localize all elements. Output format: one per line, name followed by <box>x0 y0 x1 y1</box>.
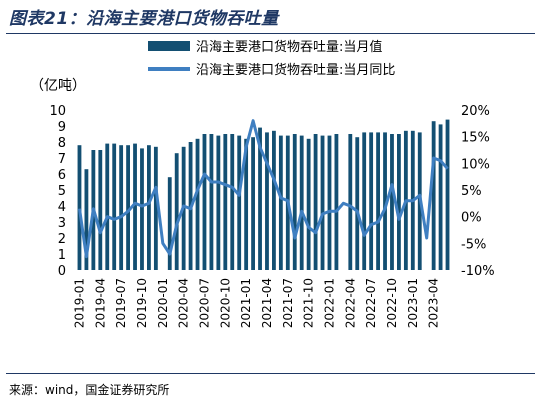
bar-2021-12 <box>320 135 325 270</box>
x-tick-label: 2020-01 <box>156 278 170 328</box>
y-right-tick-label: 5% <box>461 184 482 199</box>
bar-2021-03 <box>258 127 262 270</box>
x-tick-label: 2021-07 <box>281 278 295 328</box>
bar-2019-10 <box>140 148 144 270</box>
x-tick-label: 2022-01 <box>322 278 336 328</box>
legend-bar-swatch <box>148 40 190 51</box>
y-left-tick-label: 3 <box>58 216 66 231</box>
bar-2019-02 <box>84 169 89 270</box>
bar-2019-09 <box>133 143 137 270</box>
y-left-tick-label: 8 <box>58 136 66 151</box>
bar-2022-07 <box>369 132 374 270</box>
bar-2022-04 <box>348 134 353 270</box>
bar-2021-10 <box>306 138 311 270</box>
x-tick-label: 2019-04 <box>93 278 107 328</box>
x-ticks: 2019-01 2019-04 2019-07 2019-10 2020-01 2020-… <box>72 278 440 328</box>
bar-2020-12 <box>237 135 242 270</box>
bar-2019-05 <box>105 143 110 270</box>
y-right-tick-label: -5% <box>461 237 486 252</box>
bar-2022-10 <box>390 134 394 270</box>
y-left-tick-label: 5 <box>58 184 66 199</box>
title-rule <box>6 33 535 34</box>
source-note: 来源：wind，国金证券研究所 <box>9 383 170 397</box>
bar-2021-11 <box>313 134 318 270</box>
line-layer <box>78 119 449 259</box>
bar-2019-01 <box>77 145 82 270</box>
x-tick-label: 2022-07 <box>364 278 378 328</box>
legend-line-swatch <box>148 66 190 71</box>
x-tick-label: 2023-04 <box>427 278 441 328</box>
y-left-tick-label: 1 <box>58 248 66 263</box>
bar-2022-06 <box>362 132 367 270</box>
bar-2020-03 <box>174 153 179 270</box>
x-tick-label: 2021-10 <box>302 278 316 328</box>
y-right-tick-label: -10% <box>461 264 495 279</box>
bar-2020-06 <box>195 138 200 270</box>
x-tick-label: 2023-01 <box>406 278 420 328</box>
y-left-tick-label: 9 <box>58 120 66 135</box>
bar-2019-06 <box>112 143 117 270</box>
bar-2021-08 <box>292 134 297 270</box>
right-ticks: 20% 15% 10% 5% 0% -5% -10% <box>461 104 495 279</box>
y-left-unit-label: （亿吨） <box>30 78 86 94</box>
x-tick-label: 2019-01 <box>72 278 86 328</box>
legend-item-line: 沿海主要港口货物吞吐量:当月同比 <box>148 59 395 78</box>
legend-bar-label: 沿海主要港口货物吞吐量:当月值 <box>196 40 383 55</box>
bar-2019-11 <box>147 145 151 270</box>
bar-2022-02 <box>334 134 339 270</box>
x-tick-label: 2020-07 <box>197 278 211 328</box>
bar-2022-11 <box>397 134 401 270</box>
x-tick-label: 2019-07 <box>114 278 128 328</box>
bar-2019-08 <box>126 145 130 270</box>
bar-2021-06 <box>278 135 283 270</box>
y-left-tick-label: 2 <box>58 232 66 247</box>
bar-2022-01 <box>327 135 332 270</box>
y-left-tick-label: 6 <box>58 168 66 183</box>
x-tick-label: 2022-04 <box>343 278 357 328</box>
bar-2020-10 <box>223 134 228 270</box>
x-tick-label: 2020-10 <box>218 278 232 328</box>
bar-2021-04 <box>265 132 269 270</box>
y-left-tick-label: 10 <box>49 104 66 119</box>
bar-2021-05 <box>272 130 276 270</box>
yoy-line <box>78 119 449 259</box>
legend-item-bar: 沿海主要港口货物吞吐量:当月值 <box>148 36 382 55</box>
x-tick-label: 2021-04 <box>260 278 274 328</box>
bar-2019-12 <box>153 146 158 270</box>
bar-2020-11 <box>230 134 235 270</box>
bar-2019-04 <box>98 150 103 270</box>
x-tick-label: 2022-10 <box>385 278 399 328</box>
bar-2020-09 <box>216 135 221 270</box>
bar-2020-08 <box>209 134 214 270</box>
x-tick-label: 2021-01 <box>239 278 253 328</box>
y-right-tick-label: 10% <box>461 157 490 172</box>
bar-2023-06 <box>445 119 450 270</box>
bottom-rule <box>6 373 535 374</box>
y-right-tick-label: 0% <box>461 211 482 226</box>
bar-2022-05 <box>355 137 360 270</box>
x-tick-label: 2020-04 <box>177 278 191 328</box>
bar-2021-09 <box>299 135 304 270</box>
bar-2023-05 <box>438 124 443 271</box>
bar-2020-02 <box>167 177 172 270</box>
bar-2022-09 <box>383 132 387 270</box>
bar-2021-02 <box>251 137 255 270</box>
y-right-tick-label: 15% <box>461 131 490 146</box>
y-left-tick-label: 4 <box>58 200 66 215</box>
y-left-tick-label: 7 <box>58 152 66 167</box>
y-right-tick-label: 20% <box>461 104 490 119</box>
bar-2020-07 <box>202 134 207 270</box>
x-tick-label: 2019-10 <box>135 278 149 328</box>
bar-2021-01 <box>244 138 249 270</box>
y-left-tick-label: 0 <box>58 264 66 279</box>
legend-line-label: 沿海主要港口货物吞吐量:当月同比 <box>196 63 396 78</box>
bar-2022-08 <box>376 132 380 270</box>
figure-title: 图表21：沿海主要港口货物吞吐量 <box>9 9 279 29</box>
bar-2019-07 <box>119 145 124 270</box>
bar-2023-04 <box>431 121 436 270</box>
